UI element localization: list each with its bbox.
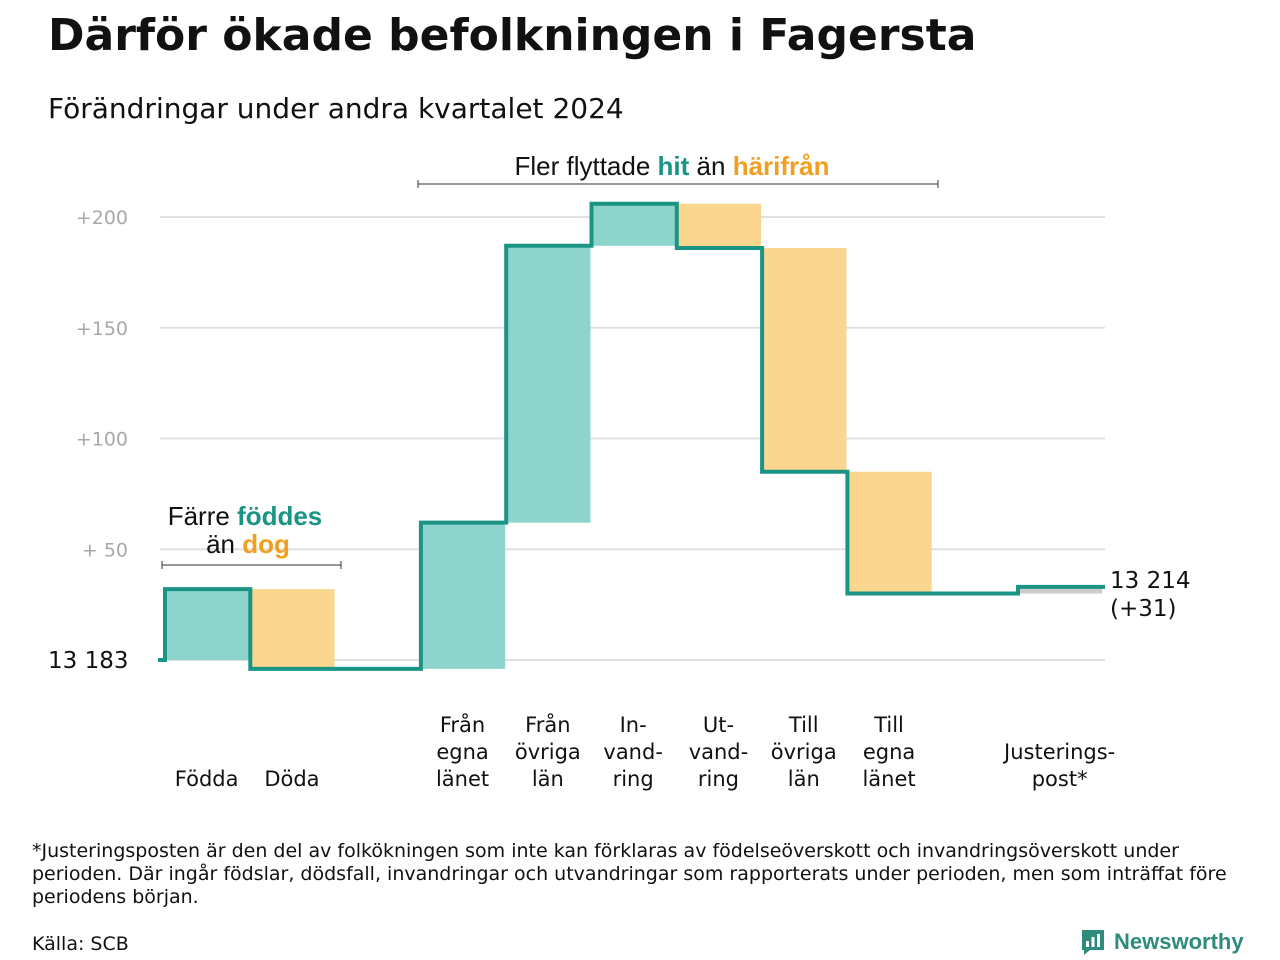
- bar-outflow: [676, 203, 762, 249]
- brand-logo[interactable]: Newsworthy: [1080, 928, 1244, 956]
- bar-outflow: [250, 589, 335, 669]
- x-category-label: Födda: [175, 767, 239, 791]
- x-category-label: ring: [698, 767, 739, 791]
- x-category-label: övriga: [771, 740, 837, 764]
- migration-annotation: Fler flyttade hit än härifrån: [417, 151, 939, 188]
- bar-adjustment: [1018, 586, 1103, 594]
- births-annotation: Färre föddes än dog: [161, 501, 342, 569]
- bar-inflow: [165, 589, 250, 660]
- x-category-label: länet: [436, 767, 489, 791]
- x-category-label: län: [788, 767, 820, 791]
- x-category-label: Från: [440, 712, 485, 737]
- x-category-label: vand-: [689, 740, 749, 764]
- bar-inflow: [506, 245, 591, 523]
- running-total-line: [158, 201, 1105, 671]
- y-tick-label: + 50: [82, 539, 128, 561]
- source-label: Källa: SCB: [32, 933, 129, 955]
- brand-name: Newsworthy: [1114, 929, 1244, 954]
- x-category-label: Till: [788, 713, 819, 737]
- y-tick-label: +200: [76, 207, 128, 229]
- migration-bracket: [417, 180, 939, 188]
- x-category-label: län: [532, 767, 564, 791]
- y-tick-label: +150: [76, 318, 128, 340]
- x-category-label: övriga: [515, 740, 581, 764]
- x-category-label: Till: [873, 713, 904, 737]
- bar-outflow: [762, 248, 847, 472]
- bars: [165, 203, 1103, 669]
- newsworthy-logo-icon: [1082, 930, 1104, 955]
- x-category-label: Från: [525, 712, 570, 737]
- chart-title: Därför ökade befolkningen i Fagersta: [48, 10, 977, 61]
- x-category-label: Döda: [264, 767, 319, 791]
- births-bracket: [161, 561, 342, 569]
- x-category-label: vand-: [603, 740, 663, 764]
- bar-inflow: [420, 522, 506, 669]
- running-total-path: [158, 201, 1105, 671]
- end-change-label: (+31): [1110, 596, 1176, 622]
- x-category-label: egna: [436, 740, 488, 764]
- footnote: *Justeringsposten är den del av folkökni…: [32, 840, 1227, 908]
- x-category-label: egna: [863, 740, 915, 764]
- start-value-label: 13 183: [48, 648, 128, 674]
- x-category-label: Ut-: [703, 713, 734, 737]
- bar-outflow: [847, 471, 932, 594]
- x-category-label: länet: [862, 767, 915, 791]
- x-category-label: post*: [1032, 767, 1088, 791]
- x-category-label: Justerings-: [1002, 740, 1115, 764]
- end-value-label: 13 214: [1110, 568, 1190, 594]
- x-category-label: In-: [620, 713, 647, 737]
- bar-inflow: [591, 203, 676, 246]
- waterfall-chart: + 50 +100 +150 +200 Födda Döda Från egna länet Fr…: [48, 151, 1190, 791]
- births-annotation-line1: Färre föddes: [168, 501, 323, 531]
- y-tick-label: +100: [76, 429, 128, 451]
- axis-labels: + 50 +100 +150 +200 Födda Döda Från egna länet Fr…: [76, 207, 1115, 791]
- x-category-label: ring: [613, 767, 654, 791]
- births-annotation-line2: än dog: [206, 529, 290, 559]
- chart-subtitle: Förändringar under andra kvartalet 2024: [48, 92, 624, 125]
- migration-annotation-text: Fler flyttade hit än härifrån: [514, 151, 829, 181]
